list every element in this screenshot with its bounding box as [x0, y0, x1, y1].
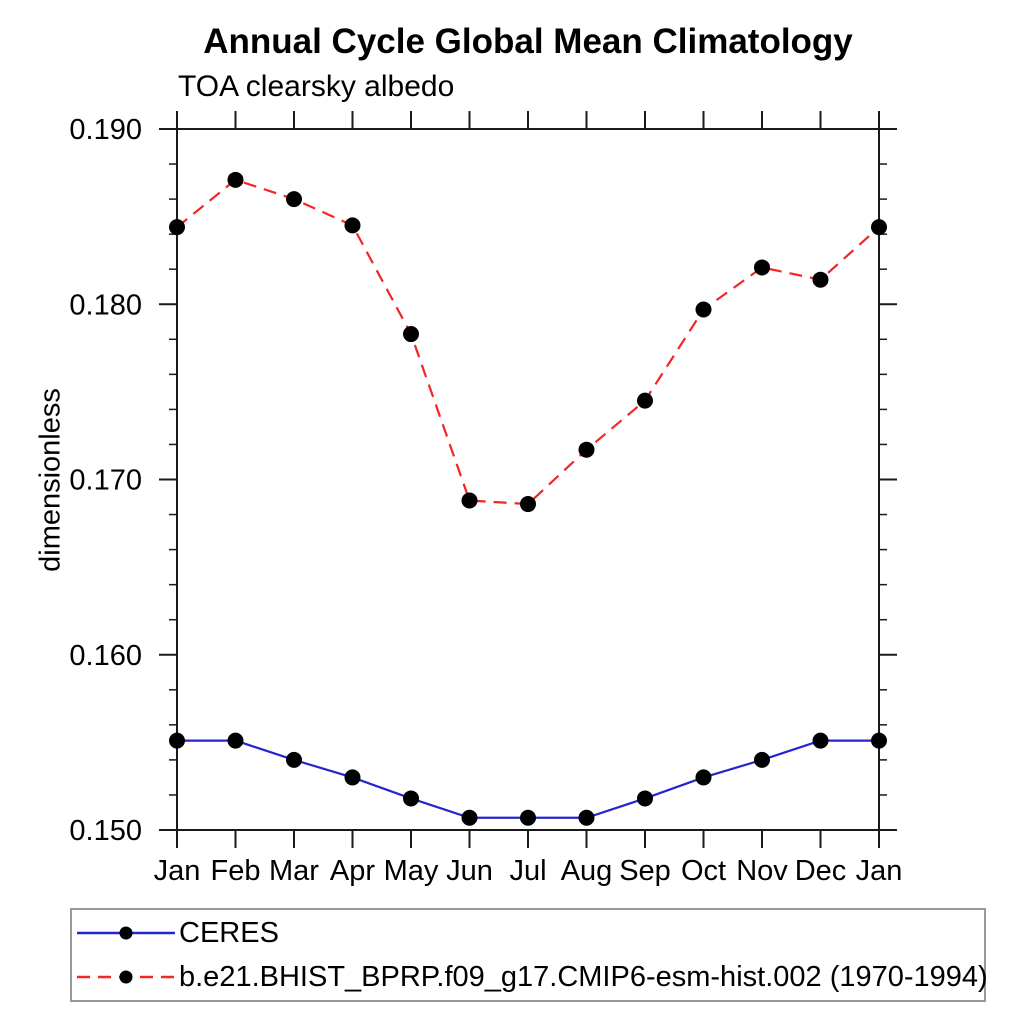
x-tick-label: Oct: [681, 855, 726, 887]
data-point-0: [461, 809, 478, 826]
data-point-1: [169, 219, 185, 236]
x-tick-label: Jul: [509, 855, 546, 887]
data-point-1: [871, 219, 887, 236]
data-point-1: [461, 492, 478, 509]
x-tick-label: Jan: [154, 855, 201, 887]
x-tick-label: Apr: [330, 855, 375, 887]
y-tick-label: 0.190: [69, 114, 142, 146]
data-point-0: [520, 809, 536, 826]
legend-marker-dot: [119, 926, 133, 940]
data-point-0: [754, 751, 770, 768]
y-tick-label: 0.170: [69, 465, 142, 497]
legend-marker-dot: [119, 970, 133, 984]
data-point-0: [578, 809, 595, 826]
x-tick-label: Nov: [736, 855, 788, 887]
data-point-1: [578, 441, 595, 458]
x-tick-label: Mar: [269, 855, 319, 887]
data-point-0: [344, 769, 361, 786]
data-point-0: [169, 732, 185, 749]
x-tick-label: Dec: [795, 855, 847, 887]
data-point-0: [227, 732, 244, 749]
x-tick-label: Aug: [561, 855, 613, 887]
chart-title: Annual Cycle Global Mean Climatology: [203, 22, 853, 61]
x-tick-label: Sep: [619, 855, 671, 887]
data-point-1: [695, 301, 712, 318]
x-tick-label: May: [384, 855, 439, 887]
legend-swatch-dashed-line: [77, 970, 175, 984]
chart-subtitle: TOA clearsky albedo: [178, 70, 455, 103]
legend-label-model: b.e21.BHIST_BPRP.f09_g17.CMIP6-esm-hist.…: [179, 960, 988, 993]
data-point-0: [871, 732, 887, 749]
y-tick-label: 0.180: [69, 289, 142, 321]
data-point-0: [286, 751, 302, 768]
data-point-0: [403, 790, 419, 807]
series-line-1: [176, 178, 880, 506]
legend-label-ceres: CERES: [179, 916, 279, 949]
x-tick-label: Feb: [211, 855, 261, 887]
data-point-0: [812, 732, 829, 749]
data-point-0: [695, 769, 712, 786]
data-point-0: [637, 790, 653, 807]
plot-frame: [176, 128, 880, 831]
data-point-1: [286, 191, 302, 208]
y-tick-label: 0.160: [69, 640, 142, 672]
data-point-1: [344, 217, 361, 234]
data-point-1: [754, 259, 770, 276]
data-point-1: [637, 392, 653, 409]
legend: CERES b.e21.BHIST_BPRP.f09_g17.CMIP6-esm…: [70, 908, 988, 1002]
y-tick-label: 0.150: [69, 815, 142, 847]
x-tick-label: Jan: [856, 855, 903, 887]
series-line-0: [177, 739, 879, 819]
data-point-1: [227, 171, 244, 188]
data-point-1: [403, 326, 419, 343]
x-tick-label: Jun: [446, 855, 493, 887]
legend-item-model: b.e21.BHIST_BPRP.f09_g17.CMIP6-esm-hist.…: [77, 956, 988, 998]
data-point-1: [520, 496, 536, 513]
legend-swatch-solid-line: [77, 926, 175, 940]
data-point-1: [812, 271, 829, 288]
legend-item-ceres: CERES: [77, 912, 984, 954]
